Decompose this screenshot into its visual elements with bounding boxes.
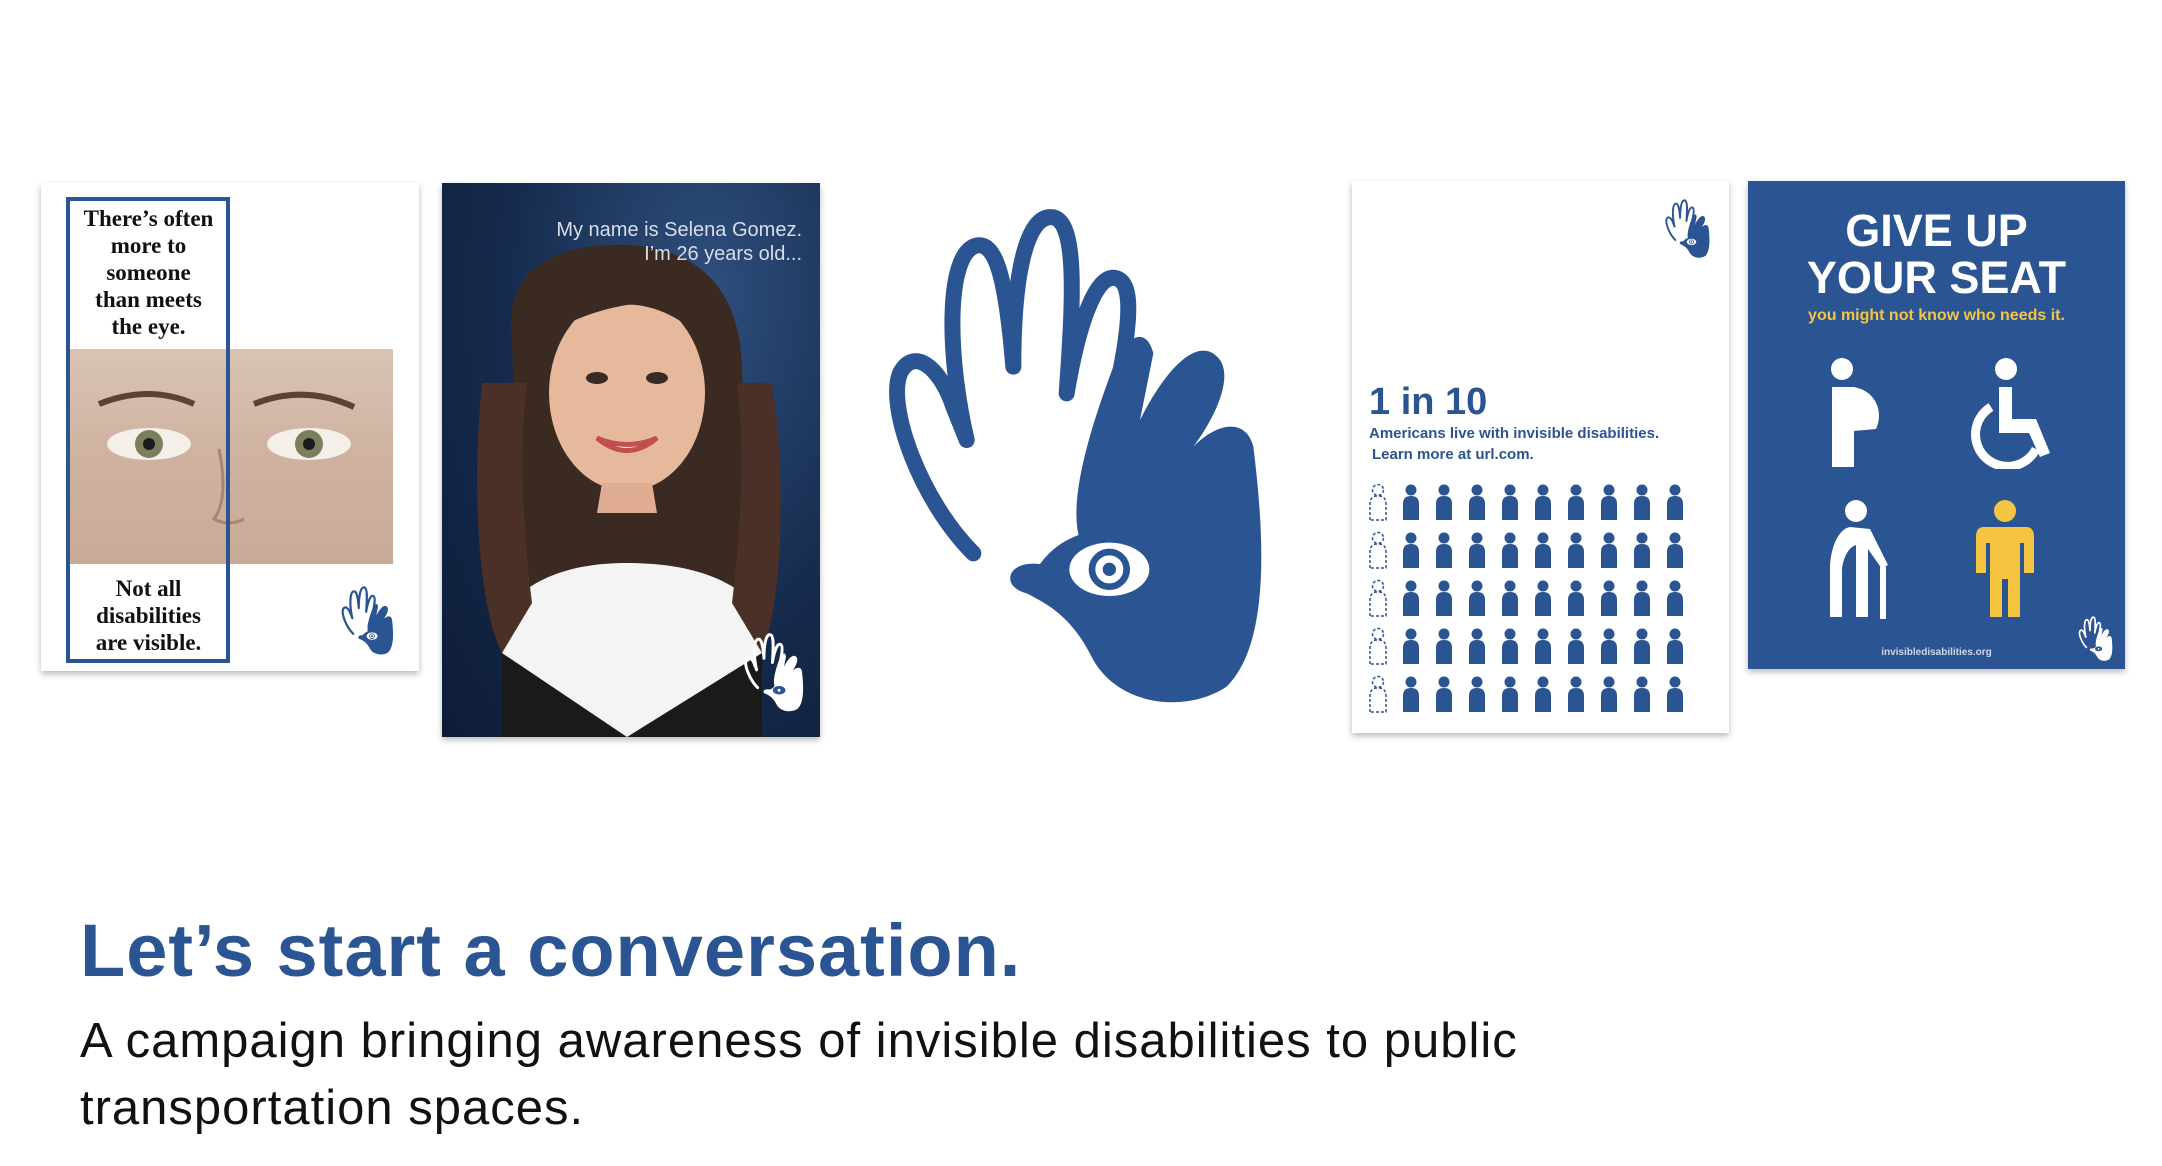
- subheadline: A campaign bringing awareness of invisib…: [80, 1014, 1518, 1135]
- person-icon: [1568, 532, 1584, 568]
- hand-eye-logo-icon: [339, 586, 397, 656]
- person-icon: [1634, 580, 1650, 616]
- stat-line-2: Learn more at url.com.: [1372, 446, 1534, 463]
- portrait-photo: [477, 244, 781, 737]
- person-outline-icon: [1369, 579, 1387, 617]
- poster-eye-top-text: There’s often more to someone than meets…: [83, 206, 214, 339]
- pregnant-person-icon: [1831, 358, 1880, 467]
- eyes-illustration: [97, 391, 356, 525]
- people-grid: [1369, 484, 1683, 713]
- person-icon: [1667, 580, 1683, 616]
- person-icon: [1502, 628, 1518, 664]
- stat-headline: 1 in 10: [1369, 381, 1488, 423]
- person-icon: [1601, 628, 1617, 664]
- eyes-photo: [69, 349, 393, 564]
- person-icon: [1469, 484, 1485, 520]
- person-icon: [1403, 676, 1419, 712]
- person-icon: [1667, 628, 1683, 664]
- person-icon: [1469, 628, 1485, 664]
- person-icon: [1568, 484, 1584, 520]
- hand-eye-logo-large-icon: [880, 205, 1280, 715]
- poster-eye: There’s often more to someone than meets…: [41, 183, 419, 671]
- person-icon: [1634, 532, 1650, 568]
- person-icon: [1436, 676, 1452, 712]
- hand-eye-logo-icon: [2078, 616, 2114, 662]
- person-icon: [1568, 580, 1584, 616]
- person-icon: [1601, 532, 1617, 568]
- poster-stat: 1 in 10 Americans live with invisible di…: [1352, 181, 1729, 733]
- person-icon: [1436, 580, 1452, 616]
- person-icon: [1634, 676, 1650, 712]
- poster-eye-bottom-text: Not all disabilities are visible.: [95, 576, 202, 655]
- person-icon: [1667, 676, 1683, 712]
- person-icon: [1436, 628, 1452, 664]
- person-icon: [1502, 676, 1518, 712]
- person-icon: [1403, 628, 1419, 664]
- headline: Let’s start a conversation.: [80, 909, 1022, 992]
- wheelchair-icon: [1971, 358, 2050, 469]
- seat-title-line-2: YOUR SEAT: [1806, 252, 2067, 303]
- person-icon: [1502, 532, 1518, 568]
- text-frame: [66, 197, 230, 663]
- person-icon: [1535, 628, 1551, 664]
- portrait-line-1: My name is Selena Gomez.: [556, 219, 802, 241]
- person-icon: [1976, 500, 2034, 617]
- hand-eye-logo-icon: [742, 633, 807, 713]
- person-outline-icon: [1369, 531, 1387, 569]
- person-outline-icon: [1369, 484, 1387, 521]
- person-icon: [1469, 676, 1485, 712]
- person-icon: [1535, 532, 1551, 568]
- person-icon: [1601, 484, 1617, 520]
- elderly-person-icon: [1830, 500, 1888, 619]
- person-icon: [1535, 484, 1551, 520]
- person-icon: [1667, 532, 1683, 568]
- person-icon: [1667, 484, 1683, 520]
- person-icon: [1502, 580, 1518, 616]
- person-icon: [1535, 676, 1551, 712]
- person-icon: [1436, 532, 1452, 568]
- person-outline-icon: [1369, 675, 1387, 713]
- person-outline-icon: [1369, 627, 1387, 665]
- person-icon: [1568, 628, 1584, 664]
- person-icon: [1469, 532, 1485, 568]
- person-icon: [1403, 484, 1419, 520]
- person-icon: [1403, 580, 1419, 616]
- seat-tagline: you might not know who needs it.: [1808, 307, 2065, 324]
- stat-line-1: Americans live with invisible disabiliti…: [1369, 425, 1660, 442]
- hand-eye-logo-icon: [1664, 199, 1712, 259]
- portrait-line-2: I’m 26 years old...: [644, 243, 802, 265]
- person-icon: [1436, 484, 1452, 520]
- person-icon: [1601, 676, 1617, 712]
- seat-title-line-1: GIVE UP: [1845, 205, 2028, 256]
- person-icon: [1469, 580, 1485, 616]
- person-icon: [1403, 532, 1419, 568]
- person-icon: [1601, 580, 1617, 616]
- person-icon: [1634, 628, 1650, 664]
- person-icon: [1634, 484, 1650, 520]
- person-icon: [1535, 580, 1551, 616]
- poster-portrait: My name is Selena Gomez. I’m 26 years ol…: [442, 183, 820, 737]
- person-icon: [1568, 676, 1584, 712]
- seat-url: invisibledisabilities.org: [1881, 647, 1992, 658]
- person-icon: [1502, 484, 1518, 520]
- poster-seat: GIVE UP YOUR SEAT you might not know who…: [1748, 181, 2125, 669]
